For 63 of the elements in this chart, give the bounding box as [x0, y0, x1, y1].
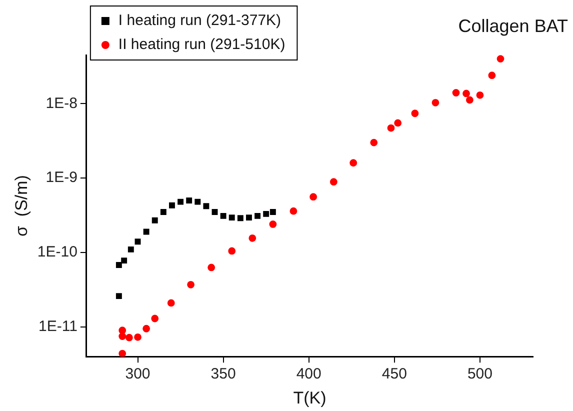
point [203, 203, 210, 210]
point [411, 110, 419, 118]
point [220, 212, 226, 219]
point [466, 96, 474, 104]
point [143, 228, 150, 235]
point [152, 217, 158, 224]
point [151, 314, 159, 322]
point [452, 89, 460, 96]
point [237, 215, 244, 222]
point [394, 119, 402, 127]
x-tick-label: 500 [467, 366, 492, 383]
point [432, 98, 440, 106]
y-tick-label: 1E-8 [46, 94, 78, 112]
point [488, 72, 496, 80]
point [462, 90, 470, 98]
point [169, 202, 175, 208]
point [290, 207, 298, 215]
point [330, 178, 338, 186]
point [208, 264, 216, 272]
point [116, 262, 122, 268]
y-tick-label: 1E-9 [46, 169, 78, 186]
chart-title: Collagen BAT [458, 16, 568, 36]
point [126, 334, 133, 342]
point [118, 332, 126, 340]
legend-label: I heating run (291-377K) [118, 12, 282, 30]
point [134, 238, 141, 245]
point [187, 280, 194, 288]
point [194, 198, 201, 205]
point [476, 91, 484, 99]
point [186, 198, 192, 204]
point [350, 159, 358, 167]
point [228, 247, 236, 255]
point [269, 220, 277, 228]
y-tick-label: 1E-11 [38, 318, 78, 336]
point [248, 234, 256, 242]
x-tick-label: 400 [296, 366, 322, 383]
point [270, 209, 276, 215]
point [178, 198, 184, 205]
point [128, 246, 134, 252]
x-tick-label: 350 [210, 366, 236, 383]
point [496, 55, 504, 63]
point [160, 209, 166, 215]
point [118, 350, 126, 357]
point [134, 333, 142, 341]
x-axis-title: T(K) [293, 388, 326, 408]
point [263, 210, 270, 217]
y-tick-label: 1E-10 [37, 244, 78, 261]
point [228, 214, 235, 221]
y-axis-title: σ (S/m) [12, 175, 31, 237]
x-tick-label: 300 [125, 366, 150, 383]
legend-label: II heating run (291-510K) [118, 36, 286, 54]
point [116, 293, 122, 300]
point [212, 209, 218, 215]
point [387, 124, 395, 132]
point [121, 258, 128, 264]
point [167, 299, 175, 307]
x-tick-label: 450 [382, 366, 407, 383]
point [370, 138, 378, 146]
point [254, 212, 261, 219]
point [142, 324, 150, 332]
point [310, 193, 318, 201]
point [118, 326, 126, 334]
point [246, 214, 252, 221]
